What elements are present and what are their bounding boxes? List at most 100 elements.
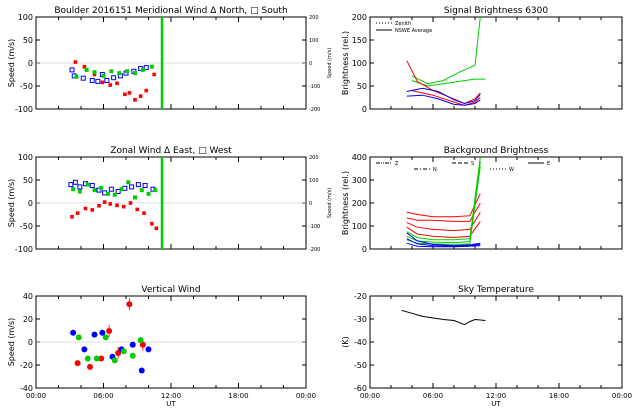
- sky-xtick-label: 00:00: [612, 392, 632, 400]
- brightness-ylabel: Brightness (rel.): [341, 31, 350, 95]
- zonal-point: [71, 187, 76, 192]
- zonal-y2tick-label: -200: [309, 247, 320, 253]
- vertical-point: [102, 334, 109, 341]
- zonal-y2tick-label: 100: [309, 178, 319, 184]
- vertical-ytick-label: 40: [23, 292, 33, 301]
- vertical-point: [84, 355, 91, 362]
- meridional-point: [84, 67, 89, 72]
- zonal-point: [115, 189, 121, 194]
- meridional-ylabel: Speed (m/s): [7, 39, 16, 88]
- sky-ytick-label: -20: [354, 292, 367, 301]
- meridional-point: [123, 92, 127, 97]
- meridional-point: [144, 88, 149, 93]
- zonal-title: Zonal Wind Δ East, □ West: [110, 146, 232, 156]
- meridional-point: [138, 94, 143, 98]
- zonal-point: [154, 226, 159, 231]
- meridional-ytick-label: -50: [20, 82, 33, 91]
- panel-background: Background Brightness 400 300 200 100 0 Bright…: [341, 146, 623, 254]
- vertical-point: [145, 346, 152, 353]
- background-ytick-label: 0: [362, 245, 367, 254]
- background-series-line: [406, 166, 481, 245]
- vertical-ytick-label: -20: [20, 361, 33, 370]
- brightness-legend-label: Zenith: [395, 21, 411, 27]
- background-series-line: [406, 242, 481, 248]
- zonal-point: [106, 191, 110, 196]
- brightness-series-line: [406, 94, 481, 106]
- brightness-ytick-label: 0: [362, 105, 367, 114]
- zonal-y2tick-label: 200: [309, 155, 319, 161]
- background-series-line: [406, 202, 481, 222]
- meridional-y2tick-label: -100: [309, 84, 320, 90]
- background-legend-label: S: [471, 161, 474, 167]
- zonal-point: [150, 221, 154, 226]
- meridional-title: Boulder 2016151 Meridional Wind Δ North,…: [54, 6, 287, 16]
- sky-xlabel: UT: [491, 400, 501, 408]
- vertical-title: Vertical Wind: [141, 285, 200, 295]
- background-ytick-label: 100: [352, 222, 367, 231]
- sky-xtick-label: 00:00: [360, 392, 380, 400]
- panel-zonal: Zonal Wind Δ East, □ West 100 50 0 -50 -100 20…: [7, 146, 333, 254]
- meridional-point: [95, 78, 101, 84]
- zonal-point: [128, 201, 133, 205]
- zonal-point: [99, 185, 104, 190]
- vertical-ytick-label: -40: [20, 384, 33, 393]
- vertical-xtick-label: 00:00: [26, 392, 46, 400]
- zonal-point: [108, 186, 114, 192]
- background-title: Background Brightness: [444, 146, 549, 156]
- meridional-point: [89, 77, 95, 83]
- brightness-series-line: [411, 90, 481, 106]
- meridional-point: [111, 75, 117, 81]
- sky-xtick-label: 18:00: [549, 392, 569, 400]
- zonal-point: [96, 187, 102, 193]
- meridional-y2tick-label: -200: [309, 107, 320, 113]
- meridional-point: [140, 67, 145, 72]
- brightness-series-line: [406, 87, 481, 105]
- sky-series-line: [401, 309, 486, 326]
- vertical-ylabel: Speed (m/s): [7, 318, 16, 367]
- vertical-point: [87, 363, 93, 370]
- vertical-point: [106, 327, 113, 334]
- background-series-line: [406, 193, 481, 218]
- zonal-point: [97, 203, 101, 208]
- zonal-y2tick-label: 0: [309, 201, 312, 207]
- zonal-point: [126, 180, 131, 185]
- zonal-point: [146, 191, 151, 196]
- background-ytick-label: 300: [352, 176, 367, 185]
- vertical-ytick-label: 20: [23, 315, 33, 324]
- zonal-point: [142, 211, 146, 215]
- meridional-y2label: Speed (m/s): [327, 48, 333, 78]
- meridional-point: [92, 70, 97, 75]
- meridional-point: [104, 77, 110, 83]
- background-series-line: [406, 238, 481, 247]
- vertical-point: [81, 346, 88, 353]
- vertical-point: [137, 337, 144, 344]
- vertical-point: [99, 329, 106, 336]
- meridional-y2tick-label: 0: [309, 61, 312, 67]
- vertical-point: [120, 348, 127, 355]
- zonal-point: [90, 208, 95, 212]
- meridional-point: [152, 72, 156, 77]
- background-ylabel: Brightness (rel.): [341, 171, 350, 235]
- meridional-y2tick-label: 100: [309, 38, 319, 44]
- vertical-point: [93, 355, 100, 362]
- brightness-series-line: [406, 60, 481, 105]
- background-ytick-label: 200: [352, 199, 367, 208]
- background-legend-label: N: [433, 167, 437, 173]
- zonal-y2label: Speed (m/s): [327, 188, 333, 218]
- zonal-point: [83, 206, 88, 211]
- zonal-point: [135, 182, 141, 188]
- vertical-xtick-label: 18:00: [228, 392, 248, 400]
- vertical-ytick-label: 0: [28, 338, 33, 347]
- zonal-point: [153, 188, 158, 193]
- vertical-point: [126, 301, 133, 308]
- vertical-point: [74, 360, 81, 367]
- meridional-point: [92, 72, 97, 77]
- meridional-ytick-label: 100: [18, 13, 33, 22]
- brightness-ytick-label: 50: [357, 82, 367, 91]
- meridional-point: [143, 65, 149, 71]
- sky-ytick-label: -30: [354, 315, 367, 324]
- sky-xtick-label: 06:00: [423, 392, 443, 400]
- zonal-point: [108, 202, 113, 206]
